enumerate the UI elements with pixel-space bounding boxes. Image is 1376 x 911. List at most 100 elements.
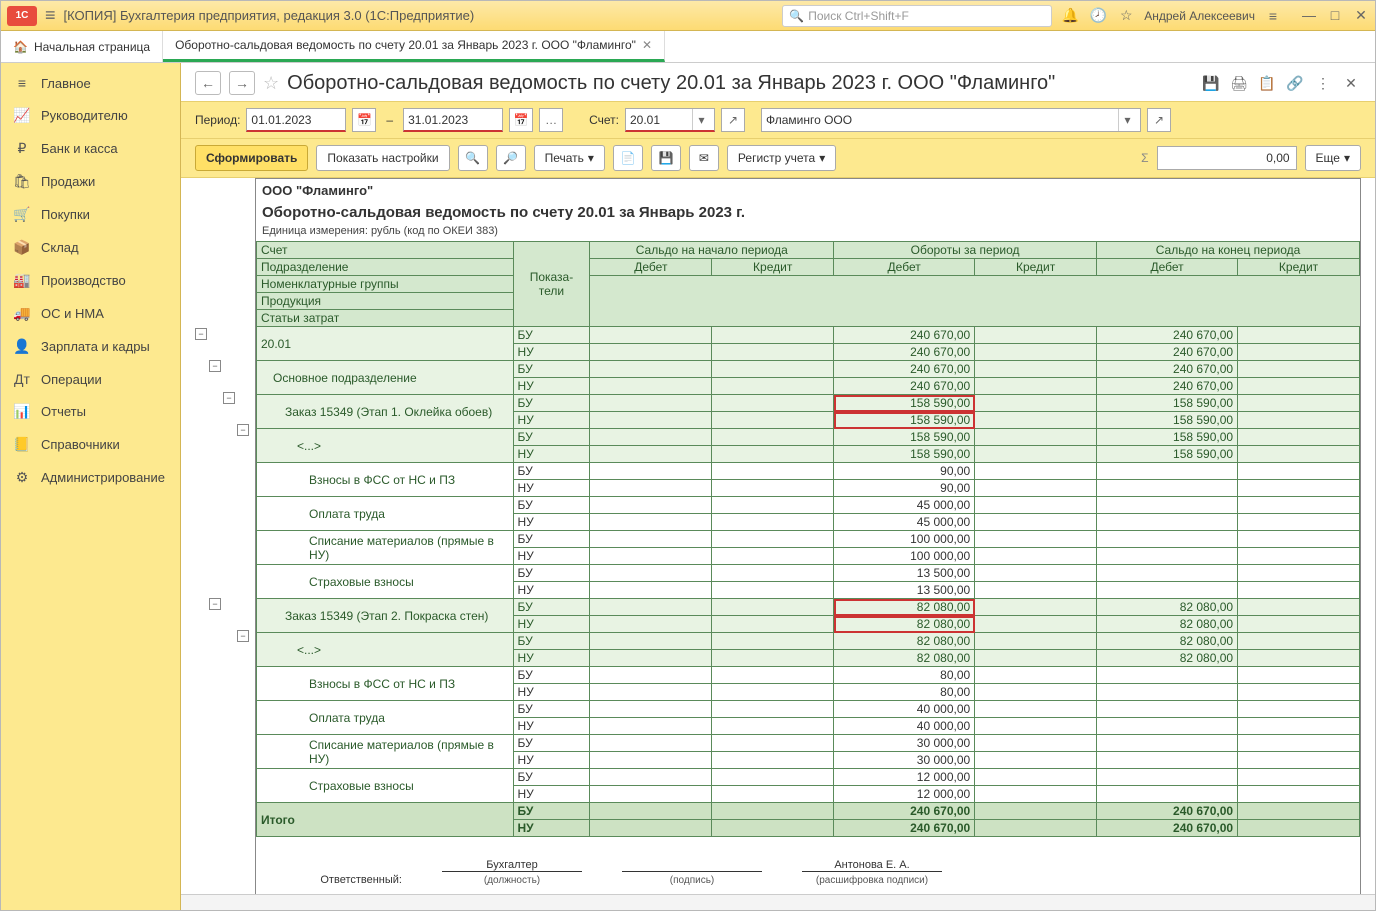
sidebar-label: Отчеты xyxy=(41,404,86,419)
save-icon[interactable]: 💾 xyxy=(1201,75,1221,92)
show-settings-button[interactable]: Показать настройки xyxy=(316,145,449,171)
email-button[interactable]: ✉ xyxy=(689,145,719,171)
signatures: Ответственный: Бухгалтер (должность) (по… xyxy=(256,837,1360,894)
preview-button[interactable]: 📄 xyxy=(613,145,643,171)
close-button[interactable]: ✕ xyxy=(1353,7,1369,24)
table-row[interactable]: Оплата трудаБУ45 000,00 xyxy=(257,497,1360,514)
date-from-picker[interactable]: 📅 xyxy=(352,108,376,132)
search-icon: 🔍 xyxy=(789,9,804,23)
sidebar-icon: Дт xyxy=(13,371,31,387)
table-row[interactable]: Заказ 15349 (Этап 1. Оклейка обоев)БУ158… xyxy=(257,395,1360,412)
sidebar-item-1[interactable]: 📈Руководителю xyxy=(1,99,180,132)
tab-home[interactable]: 🏠 Начальная страница xyxy=(1,31,163,62)
org-open-button[interactable]: ↗ xyxy=(1147,108,1171,132)
table-row[interactable]: Страховые взносыБУ13 500,00 xyxy=(257,565,1360,582)
global-search[interactable]: 🔍 Поиск Ctrl+Shift+F xyxy=(782,5,1052,27)
sidebar-icon: 👤 xyxy=(13,338,31,355)
sidebar-icon: 🛍 xyxy=(13,173,31,190)
bell-icon[interactable]: 🔔 xyxy=(1060,7,1080,24)
register-button[interactable]: Регистр учета▾ xyxy=(727,145,836,171)
report-table: Счет Показа- тели Сальдо на начало перио… xyxy=(256,241,1360,837)
table-row[interactable]: <...>БУ158 590,00158 590,00 xyxy=(257,429,1360,446)
tree-toggle[interactable]: − xyxy=(237,424,249,436)
account-input[interactable]: 20.01 ▾ xyxy=(625,108,715,132)
expand-button[interactable]: 🔎 xyxy=(496,145,526,171)
more-button[interactable]: Еще▾ xyxy=(1305,145,1361,171)
table-row[interactable]: Заказ 15349 (Этап 2. Покраска стен)БУ82 … xyxy=(257,599,1360,616)
copy-icon[interactable]: 📋 xyxy=(1257,75,1277,92)
sidebar-item-6[interactable]: 🏭Производство xyxy=(1,264,180,297)
tree-toggle[interactable]: − xyxy=(209,360,221,372)
sidebar-item-8[interactable]: 👤Зарплата и кадры xyxy=(1,330,180,363)
user-menu-icon[interactable]: ≡ xyxy=(1263,8,1283,24)
table-row[interactable]: 20.01БУ240 670,00240 670,00 xyxy=(257,327,1360,344)
maximize-button[interactable]: □ xyxy=(1327,7,1343,24)
table-row[interactable]: <...>БУ82 080,0082 080,00 xyxy=(257,633,1360,650)
sidebar-icon: ⚙ xyxy=(13,469,31,486)
sidebar-icon: 📊 xyxy=(13,403,31,420)
tab-report-label: Оборотно-сальдовая ведомость по счету 20… xyxy=(175,38,636,52)
report-header: ← → ☆ Оборотно-сальдовая ведомость по сч… xyxy=(181,63,1375,101)
org-input[interactable]: Фламинго ООО ▾ xyxy=(761,108,1141,132)
sidebar-label: Производство xyxy=(41,273,126,288)
menu-icon[interactable]: ≡ xyxy=(45,5,56,26)
nav-back-button[interactable]: ← xyxy=(195,71,221,95)
sidebar-item-11[interactable]: 📒Справочники xyxy=(1,428,180,461)
sidebar-label: Продажи xyxy=(41,174,95,189)
sidebar-item-5[interactable]: 📦Склад xyxy=(1,231,180,264)
date-from-input[interactable]: 01.01.2023 xyxy=(246,108,346,132)
nav-forward-button[interactable]: → xyxy=(229,71,255,95)
tab-report[interactable]: Оборотно-сальдовая ведомость по счету 20… xyxy=(163,31,665,62)
sidebar-label: Администрирование xyxy=(41,470,165,485)
sidebar-item-12[interactable]: ⚙ Администрирование xyxy=(1,461,180,494)
table-row[interactable]: Взносы в ФСС от НС и ПЗБУ90,00 xyxy=(257,463,1360,480)
table-row[interactable]: Списание материалов (прямые в НУ)БУ30 00… xyxy=(257,735,1360,752)
sidebar-item-9[interactable]: ДтОперации xyxy=(1,363,180,395)
sidebar-item-4[interactable]: 🛒Покупки xyxy=(1,198,180,231)
org-dropdown-icon[interactable]: ▾ xyxy=(1118,109,1136,131)
search-placeholder: Поиск Ctrl+Shift+F xyxy=(808,9,909,23)
tab-close-icon[interactable]: ✕ xyxy=(642,38,652,52)
table-row[interactable]: Списание материалов (прямые в НУ)БУ100 0… xyxy=(257,531,1360,548)
tree-toggle[interactable]: − xyxy=(209,598,221,610)
print-icon[interactable]: 🖨 xyxy=(1229,75,1249,92)
link-icon[interactable]: 🔗 xyxy=(1285,75,1305,92)
more-icon[interactable]: ⋮ xyxy=(1313,75,1333,92)
horizontal-scrollbar[interactable] xyxy=(181,894,1375,910)
star-icon[interactable]: ☆ xyxy=(1116,7,1136,24)
print-button[interactable]: Печать▾ xyxy=(534,145,605,171)
tree-toggle[interactable]: − xyxy=(223,392,235,404)
find-button[interactable]: 🔍 xyxy=(458,145,488,171)
table-row[interactable]: Основное подразделениеБУ240 670,00240 67… xyxy=(257,361,1360,378)
tree-toggle[interactable]: − xyxy=(237,630,249,642)
form-button[interactable]: Сформировать xyxy=(195,145,308,171)
sidebar-icon: ≡ xyxy=(13,75,31,91)
favorite-icon[interactable]: ☆ xyxy=(263,73,279,94)
account-dropdown-icon[interactable]: ▾ xyxy=(692,109,710,130)
account-open-button[interactable]: ↗ xyxy=(721,108,745,132)
sidebar-item-0[interactable]: ≡Главное xyxy=(1,67,180,99)
app-title: [КОПИЯ] Бухгалтерия предприятия, редакци… xyxy=(64,8,475,23)
minimize-button[interactable]: — xyxy=(1301,7,1317,24)
sidebar-item-3[interactable]: 🛍 Продажи xyxy=(1,165,180,198)
report-body: −−−−−− ООО "Фламинго" Оборотно-сальдовая… xyxy=(181,178,1375,894)
table-row[interactable]: Страховые взносыБУ12 000,00 xyxy=(257,769,1360,786)
sidebar-icon: 📒 xyxy=(13,436,31,453)
report-org: ООО "Фламинго" xyxy=(256,179,1360,202)
sidebar-item-10[interactable]: 📊 Отчеты xyxy=(1,395,180,428)
table-row[interactable]: Взносы в ФСС от НС и ПЗБУ80,00 xyxy=(257,667,1360,684)
period-presets-button[interactable]: … xyxy=(539,108,563,132)
date-to-picker[interactable]: 📅 xyxy=(509,108,533,132)
period-toolbar: Период: 01.01.2023 📅 – 31.01.2023 📅 … Сч… xyxy=(181,101,1375,139)
user-name[interactable]: Андрей Алексеевич xyxy=(1144,9,1255,23)
sidebar-item-2[interactable]: ₽Банк и касса xyxy=(1,132,180,165)
date-to-input[interactable]: 31.01.2023 xyxy=(403,108,503,132)
tree-toggle[interactable]: − xyxy=(195,328,207,340)
period-separator: – xyxy=(386,113,393,127)
history-icon[interactable]: 🕗 xyxy=(1088,7,1108,24)
sidebar-icon: ₽ xyxy=(13,140,31,157)
table-row[interactable]: Оплата трудаБУ40 000,00 xyxy=(257,701,1360,718)
sidebar-item-7[interactable]: 🚚ОС и НМА xyxy=(1,297,180,330)
close-panel-icon[interactable]: ✕ xyxy=(1341,75,1361,92)
save-file-button[interactable]: 💾 xyxy=(651,145,681,171)
